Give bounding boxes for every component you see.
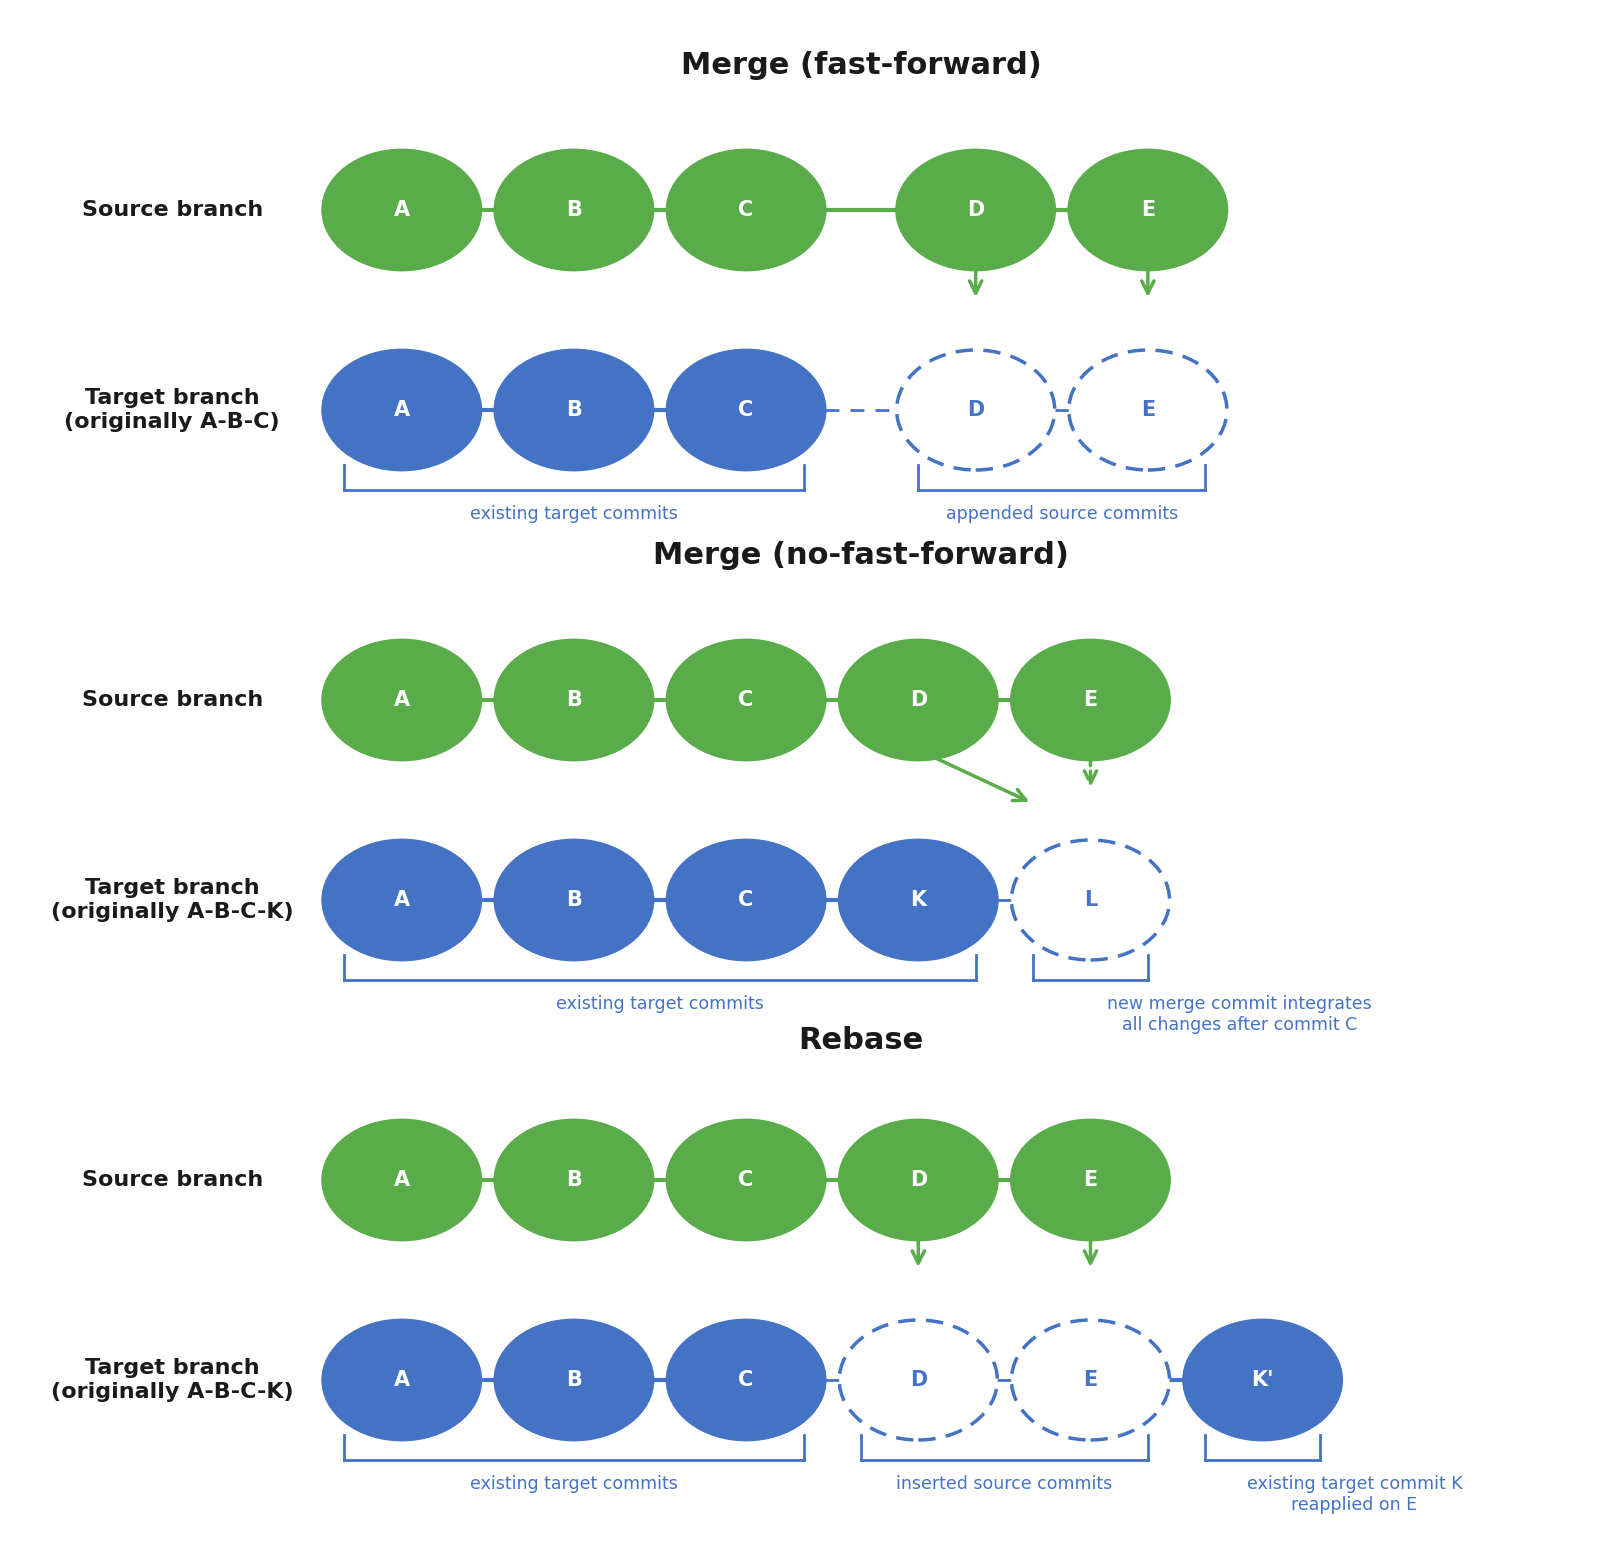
Ellipse shape [667, 1320, 824, 1440]
Ellipse shape [495, 1120, 652, 1240]
Text: appended source commits: appended source commits [945, 505, 1178, 523]
Ellipse shape [323, 1320, 480, 1440]
Text: Source branch: Source branch [82, 200, 264, 220]
Ellipse shape [1069, 150, 1226, 270]
Text: K: K [910, 891, 926, 909]
Text: C: C [739, 200, 754, 220]
Text: C: C [739, 1370, 754, 1390]
Text: Source branch: Source branch [82, 1170, 264, 1190]
Text: inserted source commits: inserted source commits [897, 1476, 1112, 1493]
Text: existing target commits: existing target commits [469, 1476, 678, 1493]
Ellipse shape [1011, 1320, 1170, 1440]
Text: A: A [394, 1170, 410, 1190]
Text: A: A [394, 200, 410, 220]
Text: Merge (no-fast-forward): Merge (no-fast-forward) [652, 541, 1069, 569]
Ellipse shape [839, 839, 998, 959]
Ellipse shape [897, 349, 1054, 470]
Ellipse shape [667, 1120, 824, 1240]
Ellipse shape [1011, 839, 1170, 959]
Text: K': K' [1252, 1370, 1274, 1390]
Text: E: E [1141, 399, 1155, 420]
Text: D: D [967, 399, 985, 420]
Text: D: D [910, 1370, 927, 1390]
Ellipse shape [495, 349, 652, 470]
Text: existing target commits: existing target commits [469, 505, 678, 523]
Text: B: B [566, 690, 582, 710]
Ellipse shape [323, 150, 480, 270]
Text: E: E [1141, 200, 1155, 220]
Ellipse shape [667, 640, 824, 760]
Ellipse shape [323, 839, 480, 959]
Ellipse shape [667, 349, 824, 470]
Text: D: D [967, 200, 985, 220]
Ellipse shape [1184, 1320, 1342, 1440]
Text: existing target commits: existing target commits [556, 995, 763, 1012]
Text: B: B [566, 891, 582, 909]
Ellipse shape [323, 640, 480, 760]
Text: C: C [739, 690, 754, 710]
Ellipse shape [839, 1320, 998, 1440]
Ellipse shape [839, 1120, 998, 1240]
Text: E: E [1083, 690, 1098, 710]
Text: L: L [1083, 891, 1098, 909]
Ellipse shape [323, 1120, 480, 1240]
Text: C: C [739, 1170, 754, 1190]
Text: Target branch
(originally A-B-C-K): Target branch (originally A-B-C-K) [51, 1359, 294, 1401]
Text: C: C [739, 891, 754, 909]
Ellipse shape [667, 150, 824, 270]
Text: A: A [394, 1370, 410, 1390]
Ellipse shape [495, 150, 652, 270]
Ellipse shape [1011, 640, 1170, 760]
Text: D: D [910, 1170, 927, 1190]
Ellipse shape [495, 1320, 652, 1440]
Text: A: A [394, 690, 410, 710]
Text: A: A [394, 399, 410, 420]
Text: B: B [566, 200, 582, 220]
Text: new merge commit integrates
all changes after commit C: new merge commit integrates all changes … [1107, 995, 1372, 1034]
Text: E: E [1083, 1170, 1098, 1190]
Text: existing target commit K
reapplied on E: existing target commit K reapplied on E [1247, 1476, 1462, 1513]
Text: C: C [739, 399, 754, 420]
Text: B: B [566, 1370, 582, 1390]
Ellipse shape [839, 640, 998, 760]
Ellipse shape [323, 349, 480, 470]
Text: B: B [566, 399, 582, 420]
Ellipse shape [1011, 1120, 1170, 1240]
Ellipse shape [667, 839, 824, 959]
Text: Source branch: Source branch [82, 690, 264, 710]
Text: Target branch
(originally A-B-C): Target branch (originally A-B-C) [64, 388, 280, 432]
Text: Rebase: Rebase [799, 1026, 924, 1055]
Text: Target branch
(originally A-B-C-K): Target branch (originally A-B-C-K) [51, 878, 294, 922]
Text: A: A [394, 891, 410, 909]
Text: Merge (fast-forward): Merge (fast-forward) [680, 51, 1041, 80]
Text: E: E [1083, 1370, 1098, 1390]
Ellipse shape [1069, 349, 1226, 470]
Ellipse shape [495, 640, 652, 760]
Ellipse shape [495, 839, 652, 959]
Text: B: B [566, 1170, 582, 1190]
Ellipse shape [897, 150, 1054, 270]
Text: D: D [910, 690, 927, 710]
